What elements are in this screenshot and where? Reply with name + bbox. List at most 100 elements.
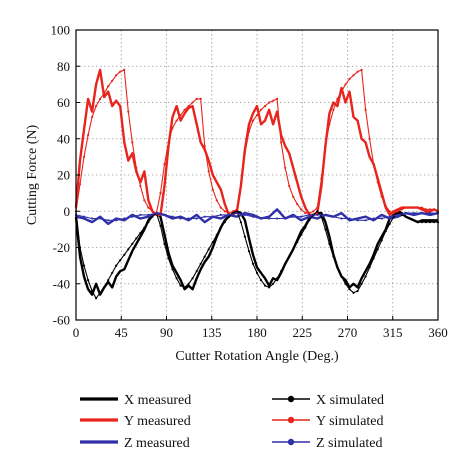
y-measured-line — [74, 68, 439, 217]
x-simulated-point — [143, 226, 146, 229]
y-tick-label: 60 — [57, 95, 70, 110]
y-simulated-point — [199, 97, 202, 100]
x-simulated-point — [95, 297, 98, 300]
y-simulated-point — [227, 212, 230, 215]
y-simulated-point — [400, 208, 403, 211]
grid-lines — [76, 30, 438, 320]
legend-marker-x-simulated — [287, 395, 295, 403]
y-simulated-point — [87, 134, 90, 137]
y-tick-label: 20 — [57, 168, 70, 183]
y-simulated-point — [123, 68, 126, 71]
legend-label-z-measured: Z measured — [124, 436, 190, 451]
y-simulated-point — [284, 166, 287, 169]
y-simulated-point — [263, 105, 267, 108]
axis-ticks: 0 45 90 135 180 225 270 315 360 -60 -40 -20 0 20 40 60 8… — [51, 23, 448, 341]
x-simulated-point — [428, 221, 432, 224]
y-axis-label: Cutting Force (N) — [25, 125, 40, 226]
y-simulated-point — [388, 210, 391, 213]
legend-item-y-simulated: Y simulated — [272, 414, 384, 429]
y-simulated-point — [135, 166, 138, 169]
legend-label-x-measured: X measured — [124, 393, 191, 408]
y-simulated-point — [99, 97, 102, 100]
y-simulated-point — [420, 206, 423, 209]
legend-item-z-simulated: Z simulated — [272, 436, 383, 451]
y-simulated-point — [111, 79, 114, 82]
x-simulated-point — [179, 284, 182, 287]
x-tick-label: 90 — [160, 325, 173, 340]
x-tick-label: 135 — [202, 325, 222, 340]
x-simulated-point — [408, 217, 411, 220]
x-simulated-point — [416, 221, 419, 224]
z-simulated-point — [243, 213, 246, 216]
x-simulated-point — [368, 266, 371, 269]
z-simulated-point — [292, 215, 295, 218]
z-simulated-point — [163, 213, 166, 216]
z-simulated-point — [123, 217, 126, 220]
x-simulated-point — [352, 291, 355, 294]
x-tick-label: 270 — [338, 325, 358, 340]
x-simulated-point — [191, 277, 194, 280]
legend-label-x-simulated: X simulated — [316, 393, 384, 408]
y-simulated-point — [428, 208, 432, 211]
x-tick-label: 360 — [428, 325, 448, 340]
x-simulated-point — [203, 255, 206, 258]
y-simulated-point — [179, 114, 182, 117]
y-simulated-point — [300, 208, 303, 211]
z-simulated-point — [268, 217, 271, 220]
y-simulated-point — [372, 163, 375, 166]
z-simulated-point — [187, 217, 190, 220]
x-simulated-point — [251, 262, 255, 265]
y-simulated-point — [364, 108, 367, 111]
legend: X measured Y measured Z measured X simulate… — [80, 393, 384, 451]
y-simulated-point — [207, 170, 210, 173]
x-simulated-point — [183, 286, 186, 289]
x-simulated-point — [127, 248, 130, 251]
x-simulated-point — [207, 248, 210, 251]
z-simulated-point — [171, 215, 174, 218]
y-simulated-point — [332, 108, 335, 111]
z-simulated-point — [251, 215, 255, 218]
y-simulated-point — [304, 212, 307, 215]
z-simulated-point — [348, 217, 351, 220]
x-simulated-point — [420, 221, 423, 224]
z-simulated-point — [115, 219, 118, 222]
x-simulated-point — [412, 219, 415, 222]
y-simulated-point — [231, 210, 234, 213]
x-simulated-point — [328, 242, 331, 245]
z-simulated-point — [91, 217, 94, 220]
y-simulated-point — [119, 70, 122, 73]
x-simulated-point — [159, 224, 162, 227]
y-simulated-point — [223, 210, 226, 213]
z-simulated-point — [428, 212, 432, 215]
x-simulated-point — [103, 286, 106, 289]
y-simulated-point — [239, 184, 242, 187]
y-simulated-point — [107, 85, 110, 88]
x-simulated-point — [348, 288, 351, 291]
x-simulated-point — [227, 215, 230, 218]
x-simulated-point — [320, 215, 323, 218]
z-simulated-point — [420, 212, 423, 215]
z-simulated-point — [276, 217, 279, 220]
y-simulated-point — [416, 206, 419, 209]
x-simulated-point — [376, 248, 379, 251]
z-simulated-point — [211, 215, 214, 218]
z-simulated-point — [372, 217, 375, 220]
x-simulated-point — [364, 275, 367, 278]
x-simulated-point — [432, 221, 436, 224]
x-simulated-point — [356, 289, 359, 293]
x-simulated-point — [211, 241, 214, 244]
x-simulated-point — [239, 221, 242, 224]
legend-label-y-simulated: Y simulated — [316, 414, 384, 429]
x-simulated-point — [292, 248, 295, 251]
z-simulated-point — [227, 213, 230, 216]
x-simulated-point — [268, 286, 271, 289]
y-tick-label: -20 — [53, 240, 70, 255]
y-simulated-point — [163, 163, 166, 166]
x-simulated-point — [111, 271, 114, 274]
x-tick-label: 225 — [293, 325, 313, 340]
x-simulated-point — [276, 277, 279, 280]
y-simulated-point — [312, 210, 315, 213]
z-simulated-point — [82, 215, 86, 218]
y-simulated-point — [195, 97, 198, 100]
